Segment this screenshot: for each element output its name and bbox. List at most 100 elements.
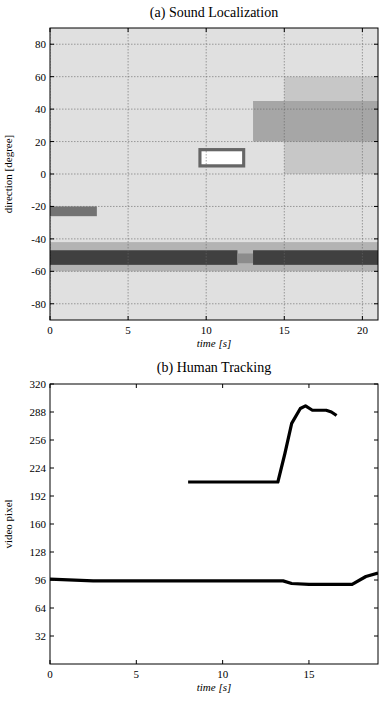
x-tick-label: 0 <box>47 324 53 336</box>
tick <box>50 141 54 142</box>
y-tick-label: 96 <box>35 574 47 586</box>
tick <box>50 28 51 32</box>
x-tick-label: 10 <box>201 324 213 336</box>
cell <box>253 250 378 265</box>
tick <box>50 496 54 497</box>
tick <box>50 271 54 272</box>
title: (a) Sound Localization <box>150 5 278 21</box>
grid-line <box>50 44 378 45</box>
title: (b) Human Tracking <box>157 360 271 376</box>
plot-background <box>50 28 378 320</box>
tick <box>50 524 54 525</box>
tick <box>374 412 378 413</box>
y-tick-label: 160 <box>30 518 47 530</box>
y-tick-label: 0 <box>41 168 47 180</box>
tick <box>374 141 378 142</box>
tick <box>50 384 54 385</box>
tick <box>50 608 54 609</box>
y-tick-label: 320 <box>30 378 47 390</box>
x-tick-label: 15 <box>279 324 291 336</box>
grid-line <box>50 76 378 77</box>
tick <box>222 384 223 388</box>
x-tick-label: 20 <box>357 324 369 336</box>
x-tick-label: 5 <box>134 668 140 680</box>
tick <box>284 316 285 320</box>
tick <box>206 28 207 32</box>
x-tick-label: 5 <box>125 324 131 336</box>
panel: 05101520-80-60-40-20020406080(a) Sound L… <box>2 5 378 349</box>
grid-line <box>50 303 378 304</box>
cell <box>50 250 237 265</box>
tick <box>374 608 378 609</box>
tick <box>374 552 378 553</box>
y-tick-label: 64 <box>35 602 47 614</box>
grid-line <box>50 109 378 110</box>
tick <box>374 109 378 110</box>
tick <box>308 384 309 388</box>
tick <box>50 412 54 413</box>
tick <box>50 384 51 388</box>
y-tick-label: 288 <box>30 406 47 418</box>
frame <box>50 384 378 664</box>
tick <box>50 109 54 110</box>
tick <box>50 44 54 45</box>
y-tick-label: 80 <box>35 38 47 50</box>
y-tick-label: 20 <box>35 136 47 148</box>
tick <box>374 440 378 441</box>
tick <box>50 440 54 441</box>
tick <box>206 316 207 320</box>
tick <box>374 384 378 385</box>
x-tick-label: 10 <box>217 668 229 680</box>
tick <box>374 76 378 77</box>
x-tick-label: 0 <box>47 668 53 680</box>
grid-line <box>50 141 378 142</box>
tick <box>374 174 378 175</box>
tick <box>50 174 54 175</box>
y-tick-label: 224 <box>30 462 47 474</box>
grid-line <box>50 174 378 175</box>
line <box>188 406 336 482</box>
cell <box>237 253 253 263</box>
tick <box>50 660 51 664</box>
grid-line <box>50 271 378 272</box>
tick <box>362 28 363 32</box>
tick <box>374 44 378 45</box>
tick <box>50 206 54 207</box>
y-tick-label: 256 <box>30 434 47 446</box>
y-tick-label: -60 <box>31 265 46 277</box>
y-tick-label: 192 <box>30 490 47 502</box>
y-tick-label: 128 <box>30 546 47 558</box>
tick <box>50 552 54 553</box>
grid-line <box>50 238 378 239</box>
tick <box>50 636 54 637</box>
tick <box>136 384 137 388</box>
tick <box>50 580 54 581</box>
tick <box>50 303 54 304</box>
tick <box>128 316 129 320</box>
cell <box>50 242 378 271</box>
tick <box>50 468 54 469</box>
tick <box>222 660 223 664</box>
cell <box>50 28 378 320</box>
y-tick-label: 32 <box>35 630 46 642</box>
tick <box>50 238 54 239</box>
tick <box>374 206 378 207</box>
cell <box>50 206 97 216</box>
tick <box>128 28 129 32</box>
y-axis-title: video pixel <box>2 499 14 548</box>
tick <box>284 28 285 32</box>
marks <box>50 28 378 320</box>
tick <box>50 316 51 320</box>
frame <box>50 28 378 320</box>
x-axis-title: time [s] <box>197 337 232 349</box>
y-tick-label: -20 <box>31 200 46 212</box>
x-tick-label: 15 <box>303 668 315 680</box>
tick <box>374 468 378 469</box>
tick <box>374 271 378 272</box>
grid-line <box>50 206 378 207</box>
figure: 05101520-80-60-40-20020406080(a) Sound L… <box>0 0 387 708</box>
cell <box>202 151 243 164</box>
tick <box>374 524 378 525</box>
plot-background <box>50 384 378 664</box>
panel: 0 5 10 15 32 64 96 128 160 192 224 256 288 320 (b) Hum… <box>2 360 378 693</box>
